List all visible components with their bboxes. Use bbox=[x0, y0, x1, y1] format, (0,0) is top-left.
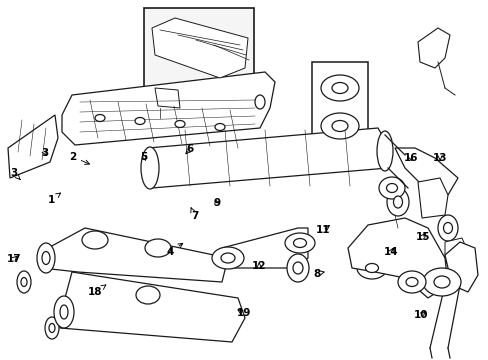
Ellipse shape bbox=[82, 231, 108, 249]
Ellipse shape bbox=[437, 215, 457, 241]
Polygon shape bbox=[417, 28, 449, 68]
Ellipse shape bbox=[37, 243, 55, 273]
Text: 2: 2 bbox=[69, 152, 89, 164]
Text: 15: 15 bbox=[415, 232, 429, 242]
Ellipse shape bbox=[249, 88, 269, 116]
Ellipse shape bbox=[215, 123, 224, 130]
Text: 14: 14 bbox=[383, 247, 398, 257]
Ellipse shape bbox=[405, 278, 417, 287]
Ellipse shape bbox=[320, 75, 358, 101]
Text: 6: 6 bbox=[185, 144, 193, 154]
Polygon shape bbox=[347, 218, 447, 298]
Ellipse shape bbox=[422, 268, 460, 296]
Ellipse shape bbox=[320, 113, 358, 139]
Ellipse shape bbox=[331, 82, 347, 94]
Text: 10: 10 bbox=[413, 310, 428, 320]
Polygon shape bbox=[444, 238, 467, 268]
Polygon shape bbox=[60, 272, 244, 342]
Text: 19: 19 bbox=[236, 308, 250, 318]
Text: 8: 8 bbox=[313, 269, 324, 279]
Ellipse shape bbox=[378, 177, 404, 199]
Polygon shape bbox=[8, 115, 58, 178]
Bar bbox=[143, 8, 253, 126]
Ellipse shape bbox=[286, 254, 308, 282]
Ellipse shape bbox=[376, 131, 392, 171]
Polygon shape bbox=[62, 72, 274, 145]
Polygon shape bbox=[155, 88, 180, 108]
Ellipse shape bbox=[212, 247, 244, 269]
Polygon shape bbox=[42, 228, 227, 282]
Polygon shape bbox=[444, 242, 477, 292]
Bar bbox=[311, 62, 367, 150]
Ellipse shape bbox=[356, 257, 386, 279]
Text: 7: 7 bbox=[190, 208, 198, 221]
Ellipse shape bbox=[45, 317, 59, 339]
Ellipse shape bbox=[433, 276, 449, 288]
Polygon shape bbox=[417, 178, 447, 218]
Ellipse shape bbox=[443, 222, 451, 234]
Text: 1: 1 bbox=[48, 193, 61, 205]
Ellipse shape bbox=[285, 233, 314, 253]
Text: 9: 9 bbox=[213, 198, 220, 208]
Text: 16: 16 bbox=[403, 153, 417, 163]
Text: 5: 5 bbox=[141, 152, 147, 162]
Text: 3: 3 bbox=[10, 168, 20, 180]
Ellipse shape bbox=[95, 114, 105, 122]
Ellipse shape bbox=[145, 239, 171, 257]
Ellipse shape bbox=[397, 271, 425, 293]
Polygon shape bbox=[220, 228, 307, 268]
Ellipse shape bbox=[60, 305, 68, 319]
Polygon shape bbox=[148, 128, 387, 188]
Ellipse shape bbox=[175, 121, 184, 127]
Ellipse shape bbox=[17, 271, 31, 293]
Ellipse shape bbox=[54, 296, 74, 328]
Text: 3: 3 bbox=[41, 148, 48, 158]
Ellipse shape bbox=[254, 95, 264, 109]
Ellipse shape bbox=[221, 253, 235, 263]
Text: 4: 4 bbox=[166, 243, 183, 257]
Ellipse shape bbox=[331, 121, 347, 131]
Ellipse shape bbox=[292, 262, 303, 274]
Text: 12: 12 bbox=[251, 261, 266, 271]
Ellipse shape bbox=[293, 238, 306, 248]
Ellipse shape bbox=[393, 196, 402, 208]
Text: 18: 18 bbox=[88, 285, 105, 297]
Ellipse shape bbox=[141, 147, 159, 189]
Ellipse shape bbox=[386, 184, 397, 193]
Ellipse shape bbox=[42, 252, 50, 265]
Text: 13: 13 bbox=[432, 153, 447, 163]
Ellipse shape bbox=[49, 324, 55, 333]
Text: 17: 17 bbox=[6, 254, 21, 264]
Ellipse shape bbox=[136, 286, 160, 304]
Text: 11: 11 bbox=[315, 225, 329, 235]
Ellipse shape bbox=[21, 278, 27, 287]
Ellipse shape bbox=[135, 117, 145, 125]
Polygon shape bbox=[394, 148, 457, 195]
Ellipse shape bbox=[365, 264, 378, 273]
Polygon shape bbox=[152, 18, 247, 78]
Ellipse shape bbox=[386, 188, 408, 216]
